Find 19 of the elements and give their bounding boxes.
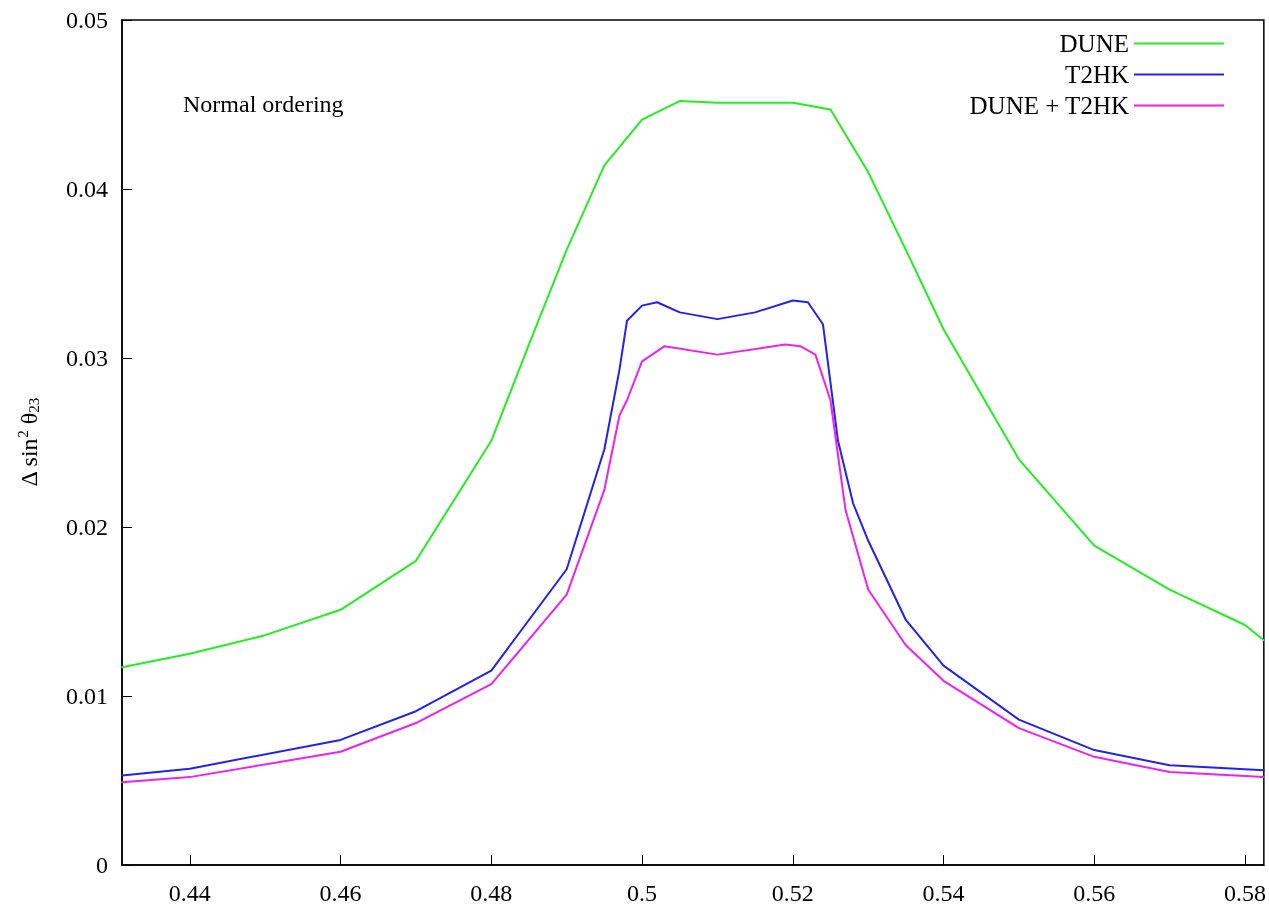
x-tick-label: 0.58 xyxy=(1224,880,1266,906)
x-tick-label: 0.5 xyxy=(627,880,658,906)
x-tick-label: 0.52 xyxy=(771,880,814,906)
y-tick-label: 0.03 xyxy=(66,345,108,371)
x-tick-label: 0.56 xyxy=(1073,880,1116,906)
y-tick-label: 0.01 xyxy=(66,683,108,709)
x-tick-label: 0.46 xyxy=(319,880,362,906)
x-tick-label: 0.44 xyxy=(168,880,211,906)
y-tick-label: 0 xyxy=(96,852,108,878)
legend-label: DUNE xyxy=(1059,30,1129,57)
x-tick-label: 0.54 xyxy=(922,880,965,906)
legend-label: DUNE + T2HK xyxy=(969,92,1129,119)
legend-label: T2HK xyxy=(1065,61,1129,88)
x-tick-label: 0.48 xyxy=(470,880,513,906)
y-tick-label: 0.05 xyxy=(66,7,108,33)
y-tick-label: 0.02 xyxy=(66,514,108,540)
y-axis-title: Δ sin2 θ23 xyxy=(14,397,42,487)
annotation: Normal ordering xyxy=(183,91,344,117)
y-tick-label: 0.04 xyxy=(66,176,108,202)
